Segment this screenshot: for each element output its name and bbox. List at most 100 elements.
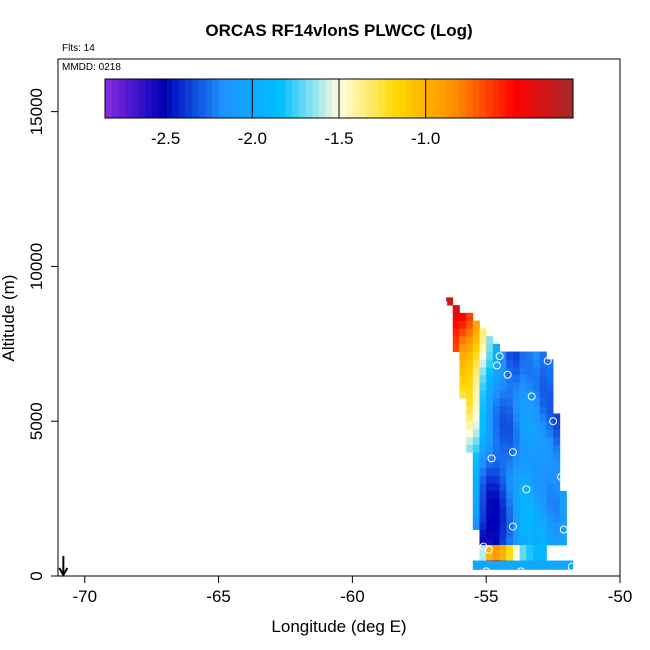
heatmap-cell [506, 390, 514, 399]
heatmap-cell [466, 343, 474, 352]
heatmap-cell [486, 436, 494, 445]
flights-annotation: Flts: 14 [62, 43, 95, 54]
heatmap-cell [512, 413, 521, 422]
heatmap-cell [512, 351, 521, 360]
heatmap-cell [499, 537, 507, 546]
heatmap-cell [553, 490, 561, 500]
heatmap-cell [486, 467, 494, 476]
heatmap-cell [472, 521, 480, 530]
heatmap-cell [519, 521, 527, 530]
heatmap-cell [486, 452, 494, 461]
heatmap-cell [546, 382, 554, 391]
heatmap-cell [553, 521, 561, 530]
colorbar-swatch [385, 79, 393, 118]
heatmap-cell [506, 452, 514, 461]
heatmap-cell [526, 367, 534, 376]
heatmap-cell [492, 390, 500, 399]
heatmap-cell [472, 467, 480, 476]
colorbar-swatch [118, 79, 126, 118]
heatmap-cell [472, 374, 480, 383]
heatmap-cell [499, 529, 507, 538]
colorbar-swatch [191, 79, 200, 118]
heatmap-cell [472, 343, 480, 352]
sample-points [439, 299, 576, 576]
heatmap-cell [519, 467, 527, 476]
heatmap-cell [492, 436, 500, 445]
colorbar-swatch [472, 79, 480, 118]
x-tick-label: -60 [340, 587, 365, 606]
heatmap-cell [479, 413, 487, 422]
colorbar-swatch [419, 79, 427, 118]
colorbar-swatch [325, 79, 333, 118]
sample-point [495, 352, 504, 361]
colorbar-swatch [232, 79, 240, 118]
heatmap-cell [546, 514, 554, 523]
heatmap-cell [533, 514, 541, 523]
heatmap-cell [519, 405, 527, 414]
heatmap-cell [533, 452, 541, 461]
colorbar-swatch [526, 79, 534, 118]
heatmap-cell [519, 413, 527, 422]
colorbar-swatch [445, 79, 454, 118]
heatmap-cell [486, 537, 494, 546]
heatmap-cell [526, 537, 534, 546]
colorbar-swatch [379, 79, 387, 118]
heatmap-cell [526, 351, 534, 360]
heatmap-cell [546, 405, 554, 414]
heatmap-cell [506, 374, 514, 383]
heatmap-cell [506, 529, 514, 538]
y-tick-label: 5000 [27, 402, 46, 440]
takeoff-arrow-head [58, 567, 69, 578]
heatmap-cell [519, 359, 527, 368]
x-tick-label: -55 [474, 587, 499, 606]
heatmap-cell [479, 459, 487, 469]
heatmap-cell [459, 374, 467, 383]
heatmap-cell [539, 498, 547, 507]
heatmap-cell [492, 382, 500, 391]
heatmap-cell [486, 444, 494, 453]
heatmap-cell [446, 297, 454, 306]
colorbar-tick-label: -2.5 [151, 129, 180, 148]
heatmap-cell [512, 483, 521, 492]
heatmap-cell [499, 444, 507, 453]
colorbar-swatch [225, 79, 233, 118]
heatmap-cell [466, 312, 474, 321]
heatmap-cell [553, 452, 561, 461]
heatmap-cell [479, 452, 487, 461]
heatmap-cell [546, 413, 554, 422]
heatmap-cell [506, 475, 514, 484]
colorbar-swatch [479, 79, 487, 118]
heatmap-cell [539, 490, 547, 500]
heatmap-cell [553, 506, 561, 515]
heatmap-cell [466, 428, 474, 438]
x-tick-label: -50 [608, 587, 633, 606]
heatmap-cell [466, 436, 474, 445]
heatmap-cell [512, 545, 521, 561]
colorbar-swatch [539, 79, 547, 118]
heatmap-cell [546, 436, 554, 445]
heatmap-cell [512, 498, 521, 507]
heatmap-cell [519, 452, 527, 461]
heatmap-cell [492, 428, 500, 438]
heatmap-cell [519, 428, 527, 438]
heatmap-cell [466, 444, 474, 453]
heatmap-cell [479, 436, 487, 445]
heatmap-cell [519, 459, 527, 469]
heatmap-cell [539, 397, 547, 407]
heatmap-cell [519, 351, 527, 360]
heatmap-cell [492, 475, 500, 484]
heatmap-cell [533, 537, 541, 546]
heatmap-cell [539, 428, 547, 438]
heatmap-cell [499, 367, 507, 376]
heatmap-cell [533, 351, 541, 360]
heatmap-cell [539, 459, 547, 469]
heatmap-cell [499, 467, 507, 476]
heatmap-cell [512, 537, 521, 546]
heatmap-cell [506, 467, 514, 476]
heatmap-cell [512, 421, 521, 430]
heatmap-cell [472, 328, 480, 337]
colorbar-swatch [185, 79, 193, 118]
heatmap-cell [526, 452, 534, 461]
heatmap-cell [546, 475, 554, 484]
heatmap-cell [539, 374, 547, 383]
